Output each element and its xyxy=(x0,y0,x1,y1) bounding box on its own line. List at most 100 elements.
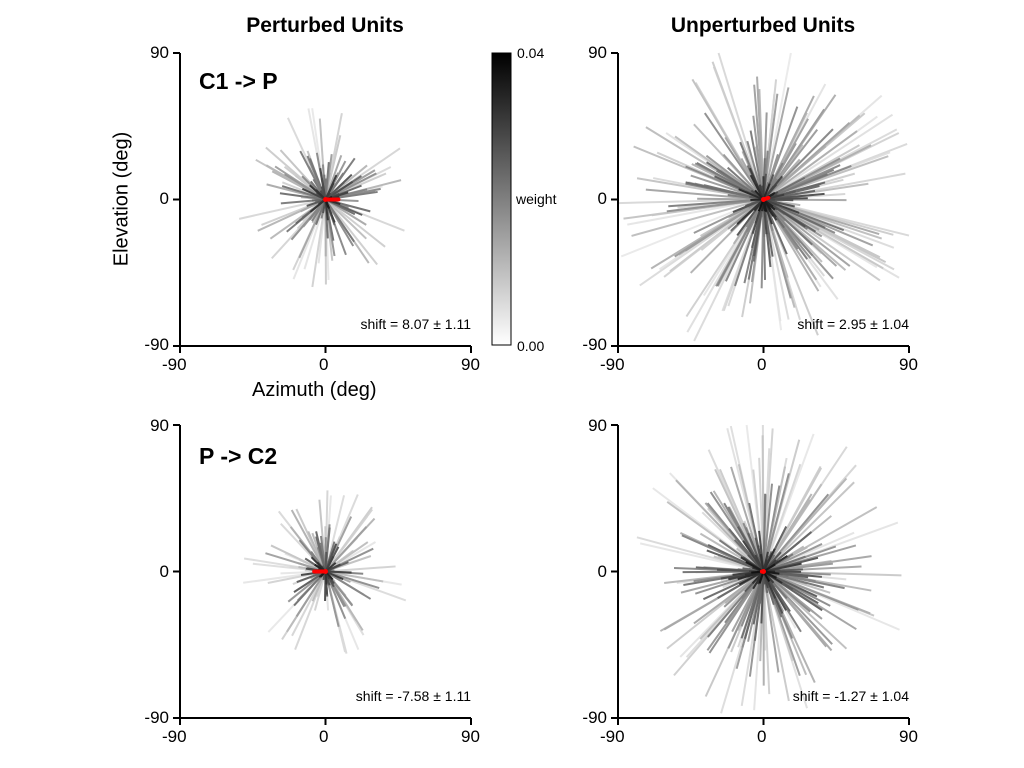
x-tick-top-right-max: 90 xyxy=(899,355,918,374)
rf-line xyxy=(693,570,765,625)
rf-line xyxy=(738,188,764,201)
rf-line xyxy=(760,571,765,624)
axes-bottom-right xyxy=(611,424,910,725)
x-tick-top-right-min: -90 xyxy=(600,355,625,374)
x-tick-bottom-right-max: 90 xyxy=(899,727,918,746)
y-tick-bottom-left-min: -90 xyxy=(144,708,169,727)
panel-label-p-c2: P -> C2 xyxy=(199,443,278,469)
rf-line xyxy=(325,570,352,574)
rf-line xyxy=(324,555,335,572)
shift-text-bottom-right: shift = -1.27 ± 1.04 xyxy=(792,688,909,704)
rf-line xyxy=(762,130,858,201)
rf-line xyxy=(762,571,790,702)
rf-line xyxy=(668,198,764,208)
rf-line xyxy=(270,544,326,573)
colorbar-weight-label: weight xyxy=(516,191,557,207)
rf-line xyxy=(763,198,880,236)
rf-line xyxy=(684,198,765,252)
rf-line xyxy=(325,570,380,590)
x-axis-label: Azimuth (deg) xyxy=(252,379,377,401)
y-tick-top-right-min: -90 xyxy=(582,335,607,354)
rf-line xyxy=(324,180,354,201)
rf-line xyxy=(301,187,326,201)
rf-line xyxy=(762,481,855,573)
y-tick-top-left-mid: 0 xyxy=(159,189,169,208)
shift-text-top-right: shift = 2.95 ± 1.04 xyxy=(797,316,909,332)
rf-line xyxy=(315,536,327,572)
x-tick-bottom-left-min: -90 xyxy=(162,727,187,746)
rf-line xyxy=(763,570,780,575)
y-tick-bottom-left-max: 90 xyxy=(150,416,169,435)
panel-top-left xyxy=(173,52,472,353)
rf-line xyxy=(238,198,326,220)
rf-line xyxy=(325,570,344,581)
rf-line xyxy=(324,198,386,248)
y-tick-top-left-min: -90 xyxy=(144,335,169,354)
x-tick-top-left-mid: 0 xyxy=(319,355,329,374)
rf-line xyxy=(762,483,774,572)
x-tick-bottom-right-mid: 0 xyxy=(757,727,767,746)
rf-line xyxy=(745,561,764,573)
col-title-perturbed: Perturbed Units xyxy=(246,14,404,37)
rf-line xyxy=(762,493,767,572)
y-tick-top-left-max: 90 xyxy=(150,43,169,62)
y-tick-bottom-right-mid: 0 xyxy=(597,562,607,581)
shift-text-top-left: shift = 8.07 ± 1.11 xyxy=(360,316,471,332)
rf-line xyxy=(762,548,776,572)
axes-top-left xyxy=(173,52,472,353)
axes-bottom-left xyxy=(173,424,472,725)
y-axis-label: Elevation (deg) xyxy=(110,131,133,267)
rf-line xyxy=(309,198,327,213)
y-tick-top-right-mid: 0 xyxy=(597,189,607,208)
x-tick-top-left-max: 90 xyxy=(461,355,480,374)
panel-top-right xyxy=(611,52,910,353)
rf-line xyxy=(763,198,800,214)
shift-origin xyxy=(761,197,766,202)
rf-line xyxy=(325,565,396,573)
y-tick-bottom-right-min: -90 xyxy=(582,708,607,727)
panel-label-c1-p: C1 -> P xyxy=(199,68,278,94)
rf-line xyxy=(762,570,811,613)
rf-line xyxy=(281,185,326,201)
rf-line xyxy=(324,198,378,266)
x-tick-top-left-min: -90 xyxy=(162,355,187,374)
rf-line xyxy=(324,182,335,200)
panel-bottom-left xyxy=(173,424,472,725)
panel-bottom-right xyxy=(611,424,910,725)
shift-origin xyxy=(761,569,766,574)
x-tick-bottom-left-mid: 0 xyxy=(319,727,329,746)
shift-origin xyxy=(323,569,328,574)
rf-line xyxy=(762,122,851,201)
x-tick-bottom-right-min: -90 xyxy=(600,727,625,746)
rf-line xyxy=(324,173,353,201)
rf-line xyxy=(295,570,327,618)
rf-line xyxy=(631,198,764,237)
rf-line xyxy=(703,112,765,201)
y-tick-bottom-left-mid: 0 xyxy=(159,562,169,581)
shift-origin xyxy=(323,197,328,202)
rf-line xyxy=(762,87,790,200)
col-title-unperturbed: Unperturbed Units xyxy=(670,14,856,37)
rf-line xyxy=(324,570,372,600)
rf-line xyxy=(762,198,814,257)
rf-line xyxy=(290,509,327,572)
rf-line xyxy=(738,198,764,211)
rf-line xyxy=(279,192,326,201)
y-tick-bottom-right-max: 90 xyxy=(588,416,607,435)
shift-text-bottom-left: shift = -7.58 ± 1.11 xyxy=(355,688,471,704)
axes-top-right xyxy=(611,52,910,353)
rf-line xyxy=(324,198,355,243)
rf-line xyxy=(319,168,327,200)
rf-line xyxy=(325,570,384,583)
rf-line xyxy=(762,113,894,201)
rf-line xyxy=(324,551,328,572)
rf-line xyxy=(324,198,367,240)
rf-line xyxy=(324,506,373,573)
x-tick-bottom-left-max: 90 xyxy=(461,727,480,746)
y-tick-top-right-max: 90 xyxy=(588,43,607,62)
rf-line xyxy=(763,562,802,573)
colorbar-max-label: 0.04 xyxy=(517,45,545,61)
rf-line xyxy=(324,526,368,573)
